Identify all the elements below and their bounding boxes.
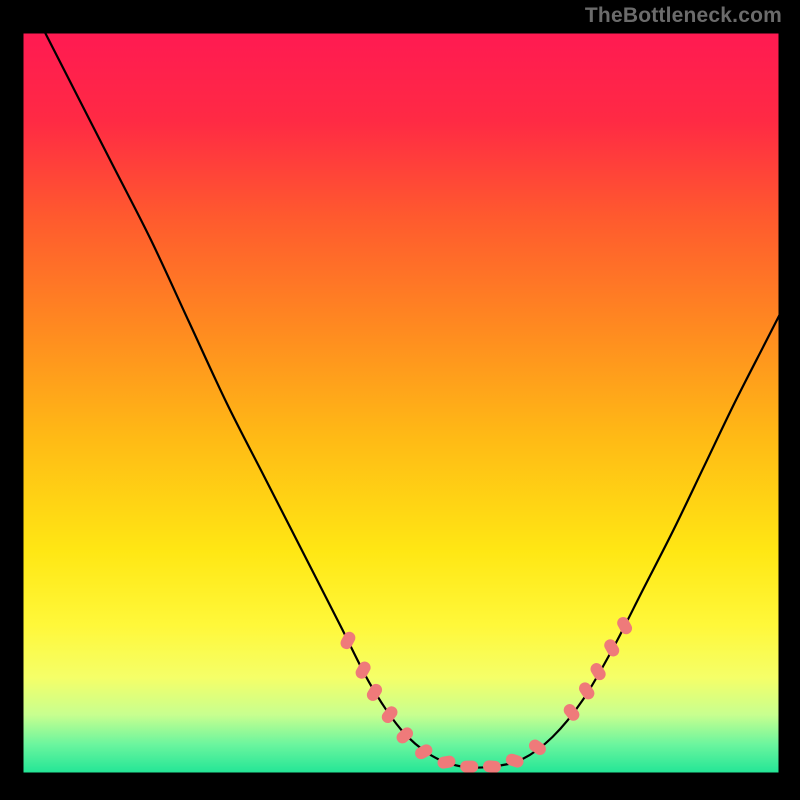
plot-background (22, 32, 780, 774)
chart-container: TheBottleneck.com (0, 0, 800, 800)
data-marker (460, 761, 478, 773)
bottleneck-curve-chart (0, 0, 800, 800)
